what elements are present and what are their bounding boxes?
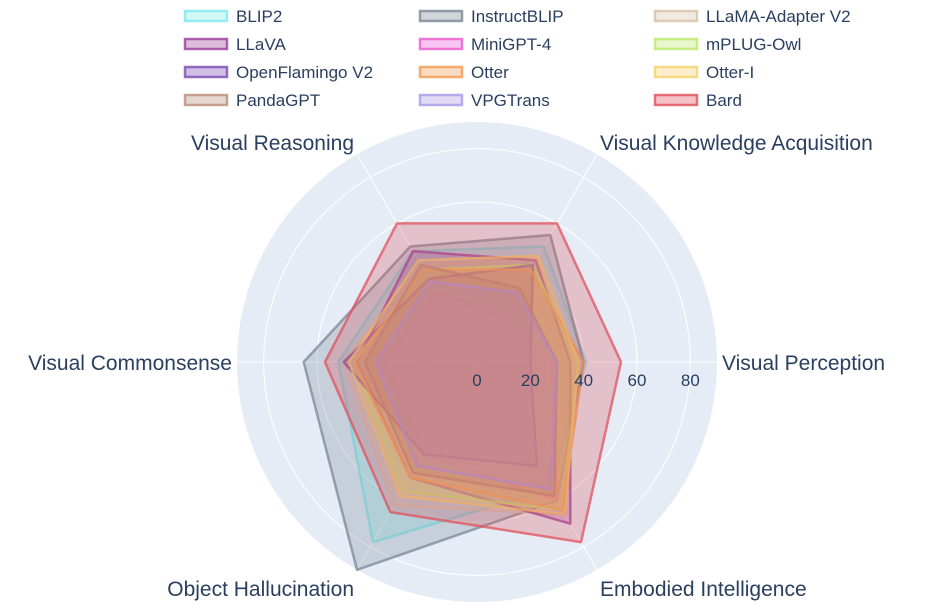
tick-label-40: 40 xyxy=(574,371,593,390)
radial-ticks: 0 20 40 60 80 xyxy=(472,371,700,390)
legend-label: PandaGPT xyxy=(236,91,320,110)
legend-label: OpenFlamingo V2 xyxy=(236,63,373,82)
legend-label: Otter xyxy=(471,63,509,82)
legend-item-instructblip[interactable]: InstructBLIP xyxy=(418,7,564,26)
legend-swatch xyxy=(653,93,699,107)
legend-item-otter-i[interactable]: Otter-I xyxy=(653,63,754,82)
axis-label-object-hallucination: Object Hallucination xyxy=(167,578,354,601)
axis-label-visual-perception: Visual Perception xyxy=(722,352,885,375)
legend-swatch xyxy=(418,37,464,51)
tick-label-20: 20 xyxy=(521,371,540,390)
legend-swatch xyxy=(183,37,229,51)
legend-swatch xyxy=(653,9,699,23)
axis-label-visual-knowledge-acquisition: Visual Knowledge Acquisition xyxy=(600,132,873,155)
legend-item-blip2[interactable]: BLIP2 xyxy=(183,7,282,26)
series-llava xyxy=(355,249,572,525)
axis-labels: Visual Perception Visual Knowledge Acquis… xyxy=(28,132,885,601)
legend-label: LLaVA xyxy=(236,35,286,54)
legend-item-openflamingo-v2[interactable]: OpenFlamingo V2 xyxy=(183,63,373,82)
tick-label-0: 0 xyxy=(472,371,481,390)
legend-item-minigpt-4[interactable]: MiniGPT-4 xyxy=(418,35,551,54)
legend-label: Bard xyxy=(706,91,742,110)
tick-label-60: 60 xyxy=(628,371,647,390)
series-vpgtrans xyxy=(374,279,559,491)
legend-item-vpgtrans[interactable]: VPGTrans xyxy=(418,91,550,110)
series-otter-i xyxy=(347,254,580,516)
axis-label-visual-reasoning: Visual Reasoning xyxy=(191,132,354,155)
legend-item-llava[interactable]: LLaVA xyxy=(183,35,286,54)
series-layer xyxy=(302,222,623,572)
series-pandagpt xyxy=(363,263,559,498)
legend-swatch xyxy=(653,65,699,79)
legend-label: BLIP2 xyxy=(236,7,282,26)
legend-label: mPLUG-Owl xyxy=(706,35,801,54)
legend-label: LLaMA-Adapter V2 xyxy=(706,7,851,26)
legend-swatch xyxy=(418,93,464,107)
legend-swatch xyxy=(183,9,229,23)
axis-label-visual-commonsense: Visual Commonsense xyxy=(28,352,232,375)
legend: BLIP2 InstructBLIP LLaMA-Adapter V2 LLaVA Mi… xyxy=(183,7,851,110)
series-bard xyxy=(323,222,623,544)
tick-label-80: 80 xyxy=(681,371,700,390)
legend-item-pandagpt[interactable]: PandaGPT xyxy=(183,91,320,110)
legend-item-llama-adapter-v2[interactable]: LLaMA-Adapter V2 xyxy=(653,7,851,26)
legend-label: MiniGPT-4 xyxy=(471,35,551,54)
series-minigpt-4 xyxy=(382,291,559,502)
legend-label: Otter-I xyxy=(706,63,754,82)
legend-item-mplug-owl[interactable]: mPLUG-Owl xyxy=(653,35,801,54)
axis-label-embodied-intelligence: Embodied Intelligence xyxy=(600,578,807,601)
legend-swatch xyxy=(653,37,699,51)
legend-swatch xyxy=(418,9,464,23)
legend-label: VPGTrans xyxy=(471,91,550,110)
legend-item-otter[interactable]: Otter xyxy=(418,63,509,82)
legend-swatch xyxy=(418,65,464,79)
legend-swatch xyxy=(183,93,229,107)
legend-item-bard[interactable]: Bard xyxy=(653,91,742,110)
legend-swatch xyxy=(183,65,229,79)
legend-label: InstructBLIP xyxy=(471,7,564,26)
spoke-visual-reasoning xyxy=(356,153,478,363)
